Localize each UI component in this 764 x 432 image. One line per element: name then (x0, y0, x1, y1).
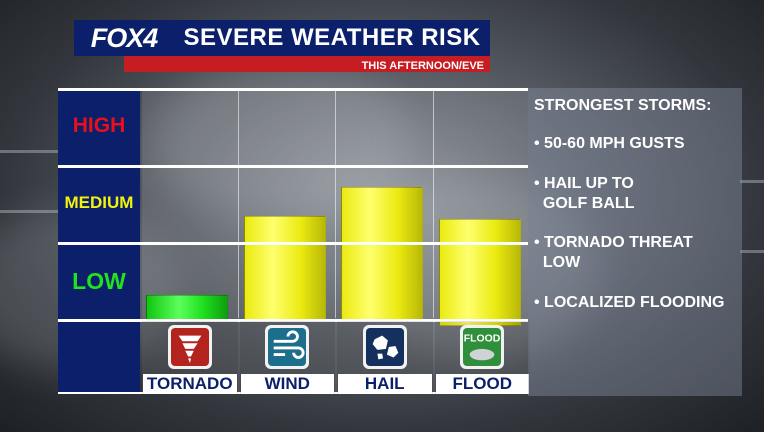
light-streak (740, 250, 764, 253)
bar-wind (243, 215, 326, 321)
chart-baseline (58, 319, 528, 322)
subtitle-bar: THIS AFTERNOON/EVE (124, 56, 490, 72)
risk-label-low: LOW (72, 268, 126, 294)
bar-hail (341, 187, 423, 321)
graphic-subtitle: THIS AFTERNOON/EVE (361, 60, 484, 72)
column-divider (432, 88, 434, 318)
column-divider (237, 88, 239, 318)
risk-label-high: HIGH (72, 114, 126, 137)
tornado-icon (167, 325, 212, 369)
bar-tornado (146, 294, 228, 321)
panel-item-tornado-line2: LOW (534, 254, 581, 271)
chart-top-border (58, 88, 528, 91)
station-logo-box: FOX4 (74, 20, 174, 56)
panel-item-gusts: • 50-60 MPH GUSTS (534, 135, 685, 152)
bar-flood (438, 218, 521, 326)
panel-item-flooding: • LOCALIZED FLOODING (534, 294, 725, 311)
storm-info-panel: STRONGEST STORMS: • 50-60 MPH GUSTS • HA… (528, 88, 742, 396)
flood-icon: FLOOD (460, 325, 505, 369)
category-label-flood: FLOOD (435, 374, 529, 394)
risk-chart: HIGH MEDIUM LOW TORNADO WIND HAIL FLOOD FLOO… (58, 88, 530, 394)
panel-item-hail-line2: GOLF BALL (534, 195, 635, 212)
gridline-high-medium (58, 165, 528, 168)
panel-item-hail-line1: • HAIL UP TO (534, 175, 634, 192)
hail-icon (362, 325, 407, 369)
light-streak (0, 210, 60, 213)
risk-label-column: HIGH MEDIUM LOW (58, 88, 140, 394)
title-bar: SEVERE WEATHER RISK (174, 20, 490, 56)
panel-heading: STRONGEST STORMS: (534, 97, 712, 114)
risk-label-medium: MEDIUM (64, 193, 134, 212)
category-label-hail: HAIL (338, 374, 432, 394)
wind-icon (265, 325, 310, 369)
gridline-medium-low (58, 242, 528, 245)
panel-item-tornado-line1: • TORNADO THREAT (534, 234, 693, 251)
light-streak (740, 180, 764, 183)
category-label-tornado: TORNADO (143, 374, 237, 394)
svg-text:FLOOD: FLOOD (464, 333, 501, 344)
category-label-wind: WIND (240, 374, 334, 394)
light-streak (0, 150, 60, 153)
station-logo: FOX4 (90, 22, 159, 53)
column-divider (335, 88, 336, 318)
graphic-title: SEVERE WEATHER RISK (183, 24, 481, 51)
